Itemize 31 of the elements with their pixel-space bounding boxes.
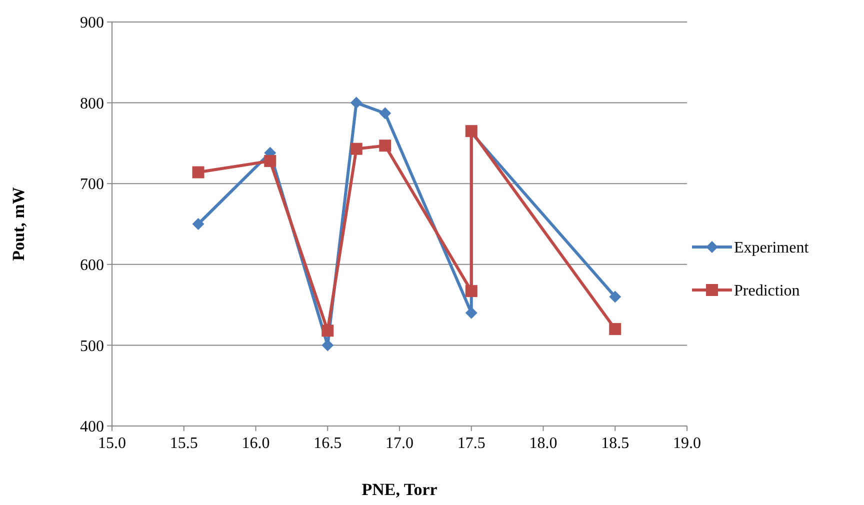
point <box>350 142 362 155</box>
legend-label: Experiment <box>734 240 810 257</box>
x-tick-label: 15.5 <box>170 435 198 452</box>
point <box>609 290 622 303</box>
point <box>465 306 478 319</box>
point <box>379 140 392 152</box>
x-tick-label: 18.5 <box>601 435 630 452</box>
x-tick-label: 18.0 <box>529 435 558 452</box>
y-tick-label: 800 <box>80 95 104 112</box>
x-tick-label: 17.5 <box>457 435 486 452</box>
y-tick-label: 400 <box>80 418 104 436</box>
point <box>609 323 622 336</box>
y-tick-label: 700 <box>80 176 104 194</box>
x-axis-title: PNE, Torr <box>362 480 438 499</box>
y-tick-label: 600 <box>80 257 104 274</box>
x-tick-label: 16.5 <box>314 435 342 452</box>
x-tick-label: 16.0 <box>242 435 270 452</box>
x-tick-label: 15.0 <box>98 435 126 452</box>
point <box>379 107 392 120</box>
point <box>192 218 204 230</box>
y-tick-label: 900 <box>80 14 104 32</box>
x-tick-label: 19.0 <box>673 435 701 452</box>
point <box>192 166 204 178</box>
point <box>322 324 334 337</box>
point <box>465 285 478 298</box>
y-axis-title: Pout, mW <box>9 187 28 261</box>
point <box>350 96 362 109</box>
x-tick-label: 17.0 <box>386 435 414 452</box>
y-tick-label: 500 <box>80 338 104 355</box>
legend-label: Prediction <box>734 282 800 300</box>
point <box>264 154 276 167</box>
